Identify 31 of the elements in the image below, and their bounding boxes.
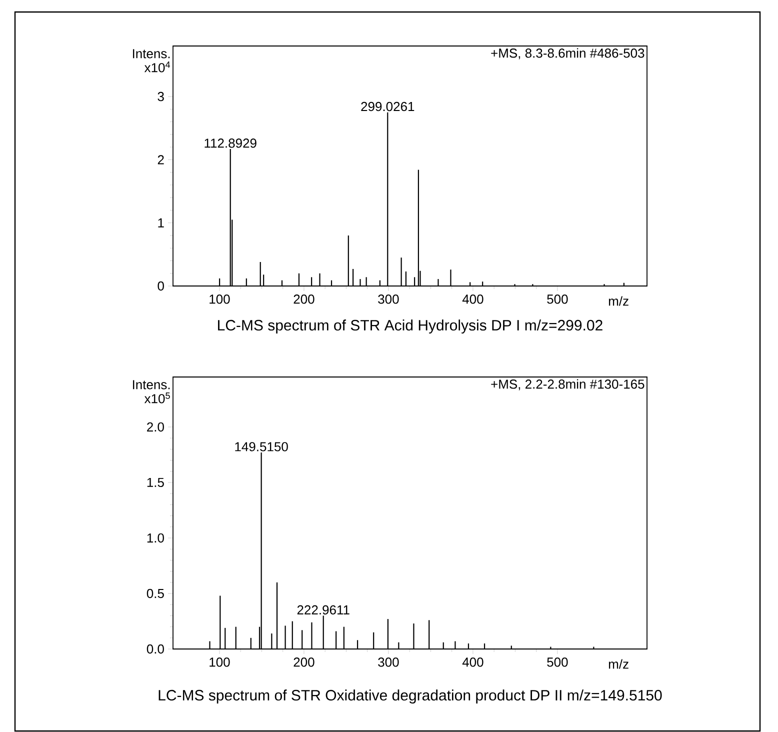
x-axis-title: m/z — [608, 659, 628, 669]
text: LC-MS spectrum of STR Oxidative degradation product DP II m/z=149.5150 — [158, 690, 662, 704]
y-tick-label: 2 — [158, 155, 164, 164]
y-axis-title: Intens. x10$^{4}$ — [132, 49, 170, 72]
annotation: +MS, 8.3-8.6min #486-503 — [491, 48, 644, 60]
x-tick-label: 200 — [294, 294, 314, 304]
annotation: 112.8929 — [204, 138, 256, 148]
y-tick-label: 0.0 — [146, 644, 164, 654]
y-axis-title: Intens. x10$^{5}$ — [132, 380, 170, 404]
x-tick-label: 300 — [378, 294, 399, 304]
x-tick-label: 400 — [462, 658, 484, 667]
text: LC-MS spectrum of STR Acid Hydrolysis DP I m/z=299.02 — [218, 320, 602, 334]
x-tick-label: 400 — [462, 294, 484, 304]
x-tick-label: 200 — [294, 658, 314, 667]
annotation: 222.9611 — [297, 605, 350, 614]
annotation: +MS, 2.2-2.8min #130-165 — [491, 379, 644, 390]
x-tick-label: 100 — [210, 658, 230, 667]
annotation: 149.5150 — [235, 442, 288, 452]
y-tick-label: 1.0 — [147, 533, 164, 543]
y-tick-label: 3 — [158, 92, 164, 102]
y-tick-label: 1.5 — [147, 478, 164, 488]
y-tick-label: 1 — [158, 218, 164, 228]
y-tick-label: 0 — [158, 281, 164, 291]
x-tick-label: 500 — [547, 294, 568, 304]
annotation: 299.0261 — [361, 102, 414, 112]
x-tick-label: 300 — [378, 658, 399, 667]
y-tick-label: 0.5 — [146, 588, 164, 598]
x-tick-label: 500 — [547, 658, 568, 667]
x-axis-title: m/z — [608, 296, 628, 306]
y-tick-label: 2.0 — [147, 422, 164, 432]
x-tick-label: 100 — [210, 294, 230, 304]
